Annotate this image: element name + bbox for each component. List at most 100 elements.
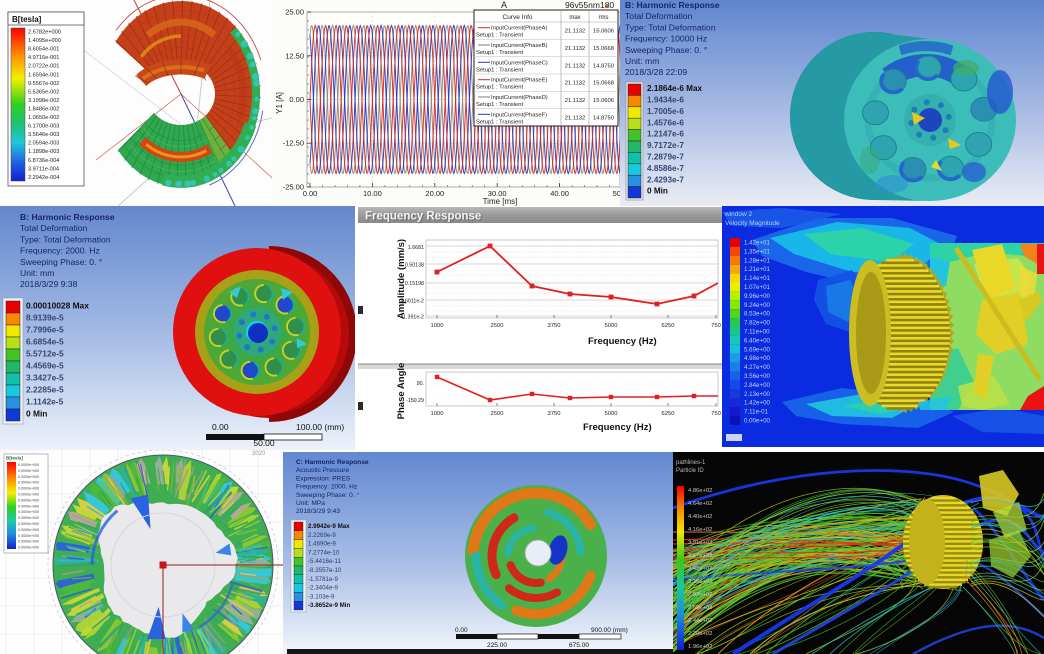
svg-text:0.0000e+000: 0.0000e+000 — [18, 546, 39, 550]
svg-text:21.1132: 21.1132 — [565, 29, 586, 35]
svg-text:2.44e+02: 2.44e+02 — [688, 618, 712, 624]
svg-text:0.0000e+000: 0.0000e+000 — [18, 528, 39, 532]
svg-text:1.07e+01: 1.07e+01 — [744, 284, 771, 291]
svg-text:-150.29: -150.29 — [406, 398, 424, 404]
svg-text:6250: 6250 — [662, 411, 675, 417]
svg-text:Type: Total Deformation: Type: Total Deformation — [20, 234, 111, 244]
svg-text:21.1132: 21.1132 — [565, 98, 586, 104]
svg-text:1.1898e-003: 1.1898e-003 — [28, 149, 59, 155]
svg-text:Frequency Response: Frequency Response — [365, 211, 481, 223]
svg-text:-3.8652e-9 Min: -3.8652e-9 Min — [308, 602, 351, 609]
svg-text:14.8750: 14.8750 — [593, 63, 614, 69]
svg-text:7.7996e-5: 7.7996e-5 — [26, 324, 64, 334]
svg-text:Acoustic Pressure: Acoustic Pressure — [296, 467, 349, 474]
svg-text:Particle ID: Particle ID — [676, 468, 704, 474]
svg-text:3020: 3020 — [252, 451, 266, 457]
svg-text:0.0000e+000: 0.0000e+000 — [18, 481, 39, 485]
svg-text:-5.4416e-11: -5.4416e-11 — [308, 558, 341, 565]
svg-text:3.16e+02: 3.16e+02 — [688, 579, 712, 585]
svg-text:Y1 [A]: Y1 [A] — [275, 92, 284, 114]
svg-text:7.2774e-10: 7.2774e-10 — [308, 549, 340, 556]
svg-text:2500: 2500 — [491, 411, 504, 417]
svg-text:2.2269e-9: 2.2269e-9 — [308, 532, 336, 539]
svg-text:B: Harmonic Response: B: Harmonic Response — [20, 212, 115, 222]
svg-text:10.00: 10.00 — [363, 189, 382, 198]
svg-text:9.24e+00: 9.24e+00 — [744, 302, 771, 309]
svg-text:-8.3557e-10: -8.3557e-10 — [308, 567, 342, 574]
svg-text:2.93e+02: 2.93e+02 — [688, 592, 712, 598]
svg-text:1.35e+01: 1.35e+01 — [744, 248, 771, 255]
svg-text:4.27e+00: 4.27e+00 — [744, 364, 771, 371]
svg-text:1.21e+01: 1.21e+01 — [744, 266, 771, 273]
svg-text:20.00: 20.00 — [425, 189, 444, 198]
svg-text:1.28e+01: 1.28e+01 — [744, 257, 771, 264]
svg-text:6250: 6250 — [662, 323, 675, 329]
svg-text:2.13e+00: 2.13e+00 — [744, 391, 771, 398]
svg-text:0.00: 0.00 — [303, 189, 318, 198]
svg-text:0.00e+00: 0.00e+00 — [744, 418, 771, 425]
svg-text:0.0000e+000: 0.0000e+000 — [18, 498, 39, 502]
svg-text:InputCurrent(PhaseA): InputCurrent(PhaseA) — [491, 26, 547, 32]
svg-text:Total Deformation: Total Deformation — [625, 11, 693, 21]
svg-text:Expression: PRES: Expression: PRES — [296, 475, 351, 482]
svg-text:Setup1 : Transient: Setup1 : Transient — [476, 102, 523, 108]
svg-text:6.6854e-5: 6.6854e-5 — [26, 336, 64, 346]
svg-text:2.20e+02: 2.20e+02 — [688, 631, 712, 637]
svg-text:225.00: 225.00 — [487, 642, 507, 649]
svg-text:30.00: 30.00 — [488, 189, 507, 198]
svg-text:4.86e+02: 4.86e+02 — [688, 488, 712, 494]
svg-text:6.40e+00: 6.40e+00 — [744, 337, 771, 344]
svg-text:-2.3404e-9: -2.3404e-9 — [308, 585, 338, 592]
svg-text:B[tesla]: B[tesla] — [12, 15, 42, 24]
svg-text:900.00 (mm): 900.00 (mm) — [591, 627, 628, 634]
svg-text:4.6011e-2: 4.6011e-2 — [401, 299, 425, 305]
svg-text:6.1700e-003: 6.1700e-003 — [28, 124, 59, 130]
svg-text:3.1998e-002: 3.1998e-002 — [28, 98, 59, 104]
svg-text:1000: 1000 — [431, 411, 444, 417]
svg-text:Amplitude (mm/s): Amplitude (mm/s) — [396, 239, 407, 319]
svg-text:Setup1 : Transient: Setup1 : Transient — [476, 85, 523, 91]
svg-text:3.9711e-004: 3.9711e-004 — [28, 166, 59, 172]
svg-text:40.00: 40.00 — [550, 189, 569, 198]
svg-text:3.91e+02: 3.91e+02 — [688, 540, 712, 546]
svg-text:2.2942e-004: 2.2942e-004 — [28, 175, 59, 181]
svg-text:Sweeping Phase: 0. °: Sweeping Phase: 0. ° — [20, 257, 102, 267]
svg-text:50.00: 50.00 — [613, 189, 620, 198]
svg-text:2.84e+00: 2.84e+00 — [744, 382, 771, 389]
svg-text:14.8750: 14.8750 — [593, 115, 614, 121]
svg-text:0.50138: 0.50138 — [405, 263, 424, 269]
svg-text:2.2285e-5: 2.2285e-5 — [26, 384, 64, 394]
svg-text:50.00: 50.00 — [253, 438, 275, 448]
svg-text:0.15198: 0.15198 — [405, 281, 424, 287]
svg-text:750: 750 — [711, 411, 721, 417]
svg-text:0.0000e+000: 0.0000e+000 — [18, 487, 39, 491]
svg-text:Sweeping Phase: 0. °: Sweeping Phase: 0. ° — [296, 491, 359, 499]
svg-text:0.0000e+000: 0.0000e+000 — [18, 540, 39, 544]
svg-text:InputCurrent(PhaseF): InputCurrent(PhaseF) — [491, 112, 547, 118]
svg-text:Time [ms]: Time [ms] — [483, 197, 518, 206]
svg-text:Frequency (Hz): Frequency (Hz) — [588, 336, 657, 347]
svg-text:675.00: 675.00 — [569, 642, 589, 649]
svg-text:5.5712e-5: 5.5712e-5 — [26, 348, 64, 358]
svg-text:Sweeping Phase: 0. °: Sweeping Phase: 0. ° — [625, 45, 707, 55]
svg-text:Frequency: 2000. Hz: Frequency: 2000. Hz — [20, 246, 100, 256]
svg-text:2.0722e-001: 2.0722e-001 — [28, 64, 59, 70]
svg-text:-25.00: -25.00 — [283, 183, 304, 192]
svg-text:0.0000e+000: 0.0000e+000 — [18, 493, 39, 497]
svg-text:750: 750 — [711, 323, 721, 329]
svg-text:1.6681: 1.6681 — [408, 245, 424, 251]
svg-text:7.2879e-7: 7.2879e-7 — [647, 152, 684, 161]
svg-text:3.56e+00: 3.56e+00 — [744, 373, 771, 380]
svg-text:5000: 5000 — [605, 323, 618, 329]
svg-text:21.1132: 21.1132 — [565, 81, 586, 87]
svg-text:1.2147e-6: 1.2147e-6 — [647, 130, 684, 139]
svg-text:B: Harmonic Response: B: Harmonic Response — [625, 0, 720, 10]
svg-text:1.9434e-6: 1.9434e-6 — [647, 95, 684, 104]
svg-text:0 Min: 0 Min — [647, 187, 668, 196]
svg-text:Curve Info: Curve Info — [503, 14, 533, 21]
svg-text:2500: 2500 — [491, 323, 504, 329]
svg-text:0.00: 0.00 — [212, 422, 229, 432]
svg-text:Unit: MPa: Unit: MPa — [296, 500, 325, 507]
svg-text:5.69e+00: 5.69e+00 — [744, 346, 771, 353]
svg-text:1.4095e+000: 1.4095e+000 — [28, 38, 61, 44]
